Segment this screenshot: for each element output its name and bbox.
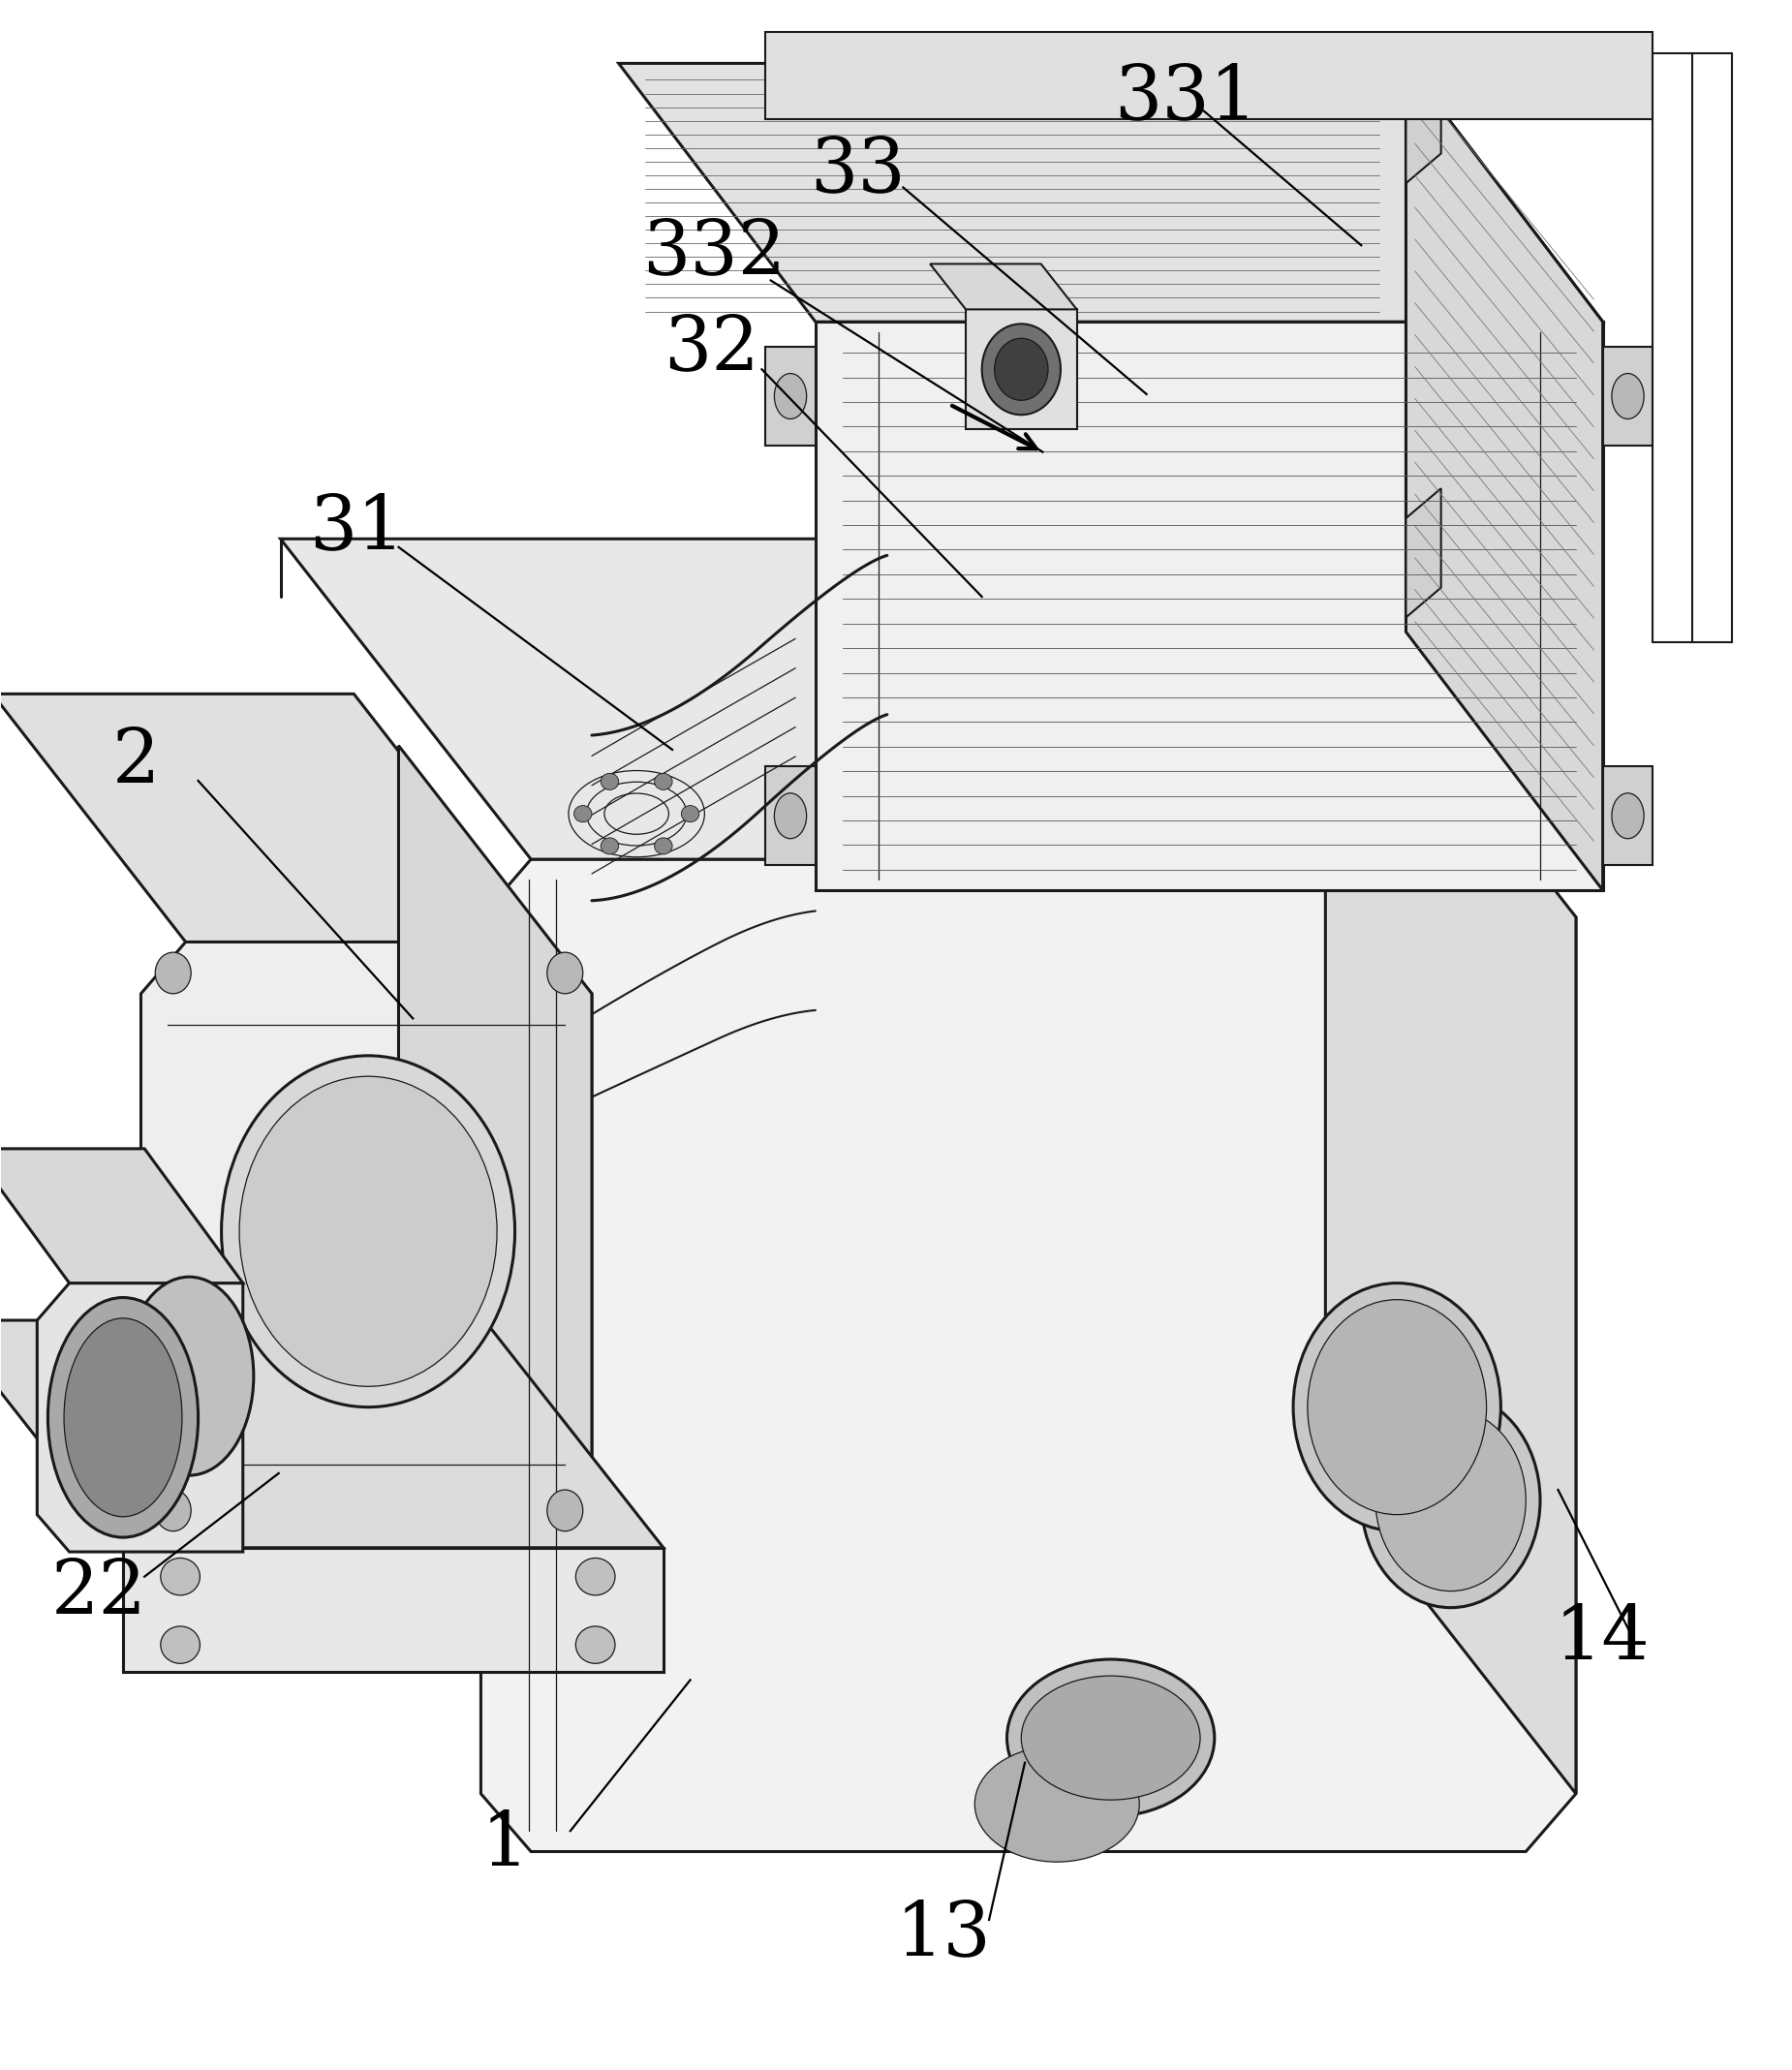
Text: 32: 32 bbox=[663, 313, 760, 385]
Text: 14: 14 bbox=[1554, 1602, 1650, 1675]
Ellipse shape bbox=[982, 323, 1061, 414]
Ellipse shape bbox=[975, 1747, 1140, 1861]
Polygon shape bbox=[765, 33, 1652, 120]
Polygon shape bbox=[38, 1283, 244, 1552]
Polygon shape bbox=[1602, 766, 1652, 865]
Ellipse shape bbox=[156, 952, 192, 994]
Text: 22: 22 bbox=[52, 1557, 147, 1629]
Ellipse shape bbox=[681, 805, 699, 822]
Ellipse shape bbox=[654, 774, 672, 791]
Polygon shape bbox=[124, 1548, 663, 1673]
Ellipse shape bbox=[48, 1298, 199, 1538]
Polygon shape bbox=[480, 859, 1575, 1851]
Polygon shape bbox=[966, 308, 1077, 428]
Polygon shape bbox=[142, 942, 591, 1548]
Polygon shape bbox=[930, 263, 1077, 308]
Ellipse shape bbox=[774, 793, 806, 838]
Ellipse shape bbox=[65, 1319, 183, 1517]
Polygon shape bbox=[1407, 54, 1441, 184]
Polygon shape bbox=[0, 1149, 244, 1283]
Ellipse shape bbox=[575, 1559, 615, 1596]
Ellipse shape bbox=[161, 1559, 201, 1596]
Polygon shape bbox=[0, 1321, 663, 1548]
Ellipse shape bbox=[774, 373, 806, 418]
Ellipse shape bbox=[161, 1627, 201, 1664]
Ellipse shape bbox=[547, 952, 582, 994]
Ellipse shape bbox=[1021, 1677, 1201, 1801]
Ellipse shape bbox=[575, 1627, 615, 1664]
Ellipse shape bbox=[1376, 1410, 1525, 1592]
Ellipse shape bbox=[222, 1056, 514, 1408]
Ellipse shape bbox=[1007, 1660, 1215, 1817]
Text: 332: 332 bbox=[642, 217, 785, 290]
Polygon shape bbox=[1326, 596, 1575, 1795]
Text: 33: 33 bbox=[810, 135, 905, 207]
Ellipse shape bbox=[1611, 793, 1643, 838]
Ellipse shape bbox=[600, 774, 618, 791]
Ellipse shape bbox=[1362, 1393, 1539, 1608]
Ellipse shape bbox=[1308, 1300, 1487, 1515]
Polygon shape bbox=[398, 745, 591, 1507]
Text: 31: 31 bbox=[308, 493, 405, 565]
Ellipse shape bbox=[600, 838, 618, 855]
Ellipse shape bbox=[1294, 1283, 1500, 1532]
Ellipse shape bbox=[240, 1076, 496, 1387]
Polygon shape bbox=[765, 766, 815, 865]
Ellipse shape bbox=[654, 838, 672, 855]
Polygon shape bbox=[1407, 64, 1602, 890]
Polygon shape bbox=[765, 346, 815, 445]
Ellipse shape bbox=[156, 1490, 192, 1532]
Ellipse shape bbox=[995, 337, 1048, 400]
Ellipse shape bbox=[1611, 373, 1643, 418]
Polygon shape bbox=[618, 64, 1602, 321]
Text: 2: 2 bbox=[113, 724, 159, 799]
Polygon shape bbox=[0, 693, 547, 942]
Ellipse shape bbox=[547, 1490, 582, 1532]
Ellipse shape bbox=[125, 1277, 254, 1476]
Polygon shape bbox=[281, 538, 1525, 859]
Polygon shape bbox=[1407, 489, 1441, 617]
Text: 13: 13 bbox=[896, 1898, 991, 1971]
Polygon shape bbox=[815, 321, 1602, 890]
Polygon shape bbox=[1602, 346, 1652, 445]
Text: 331: 331 bbox=[1115, 62, 1258, 135]
Ellipse shape bbox=[573, 805, 591, 822]
Text: 1: 1 bbox=[480, 1809, 529, 1882]
